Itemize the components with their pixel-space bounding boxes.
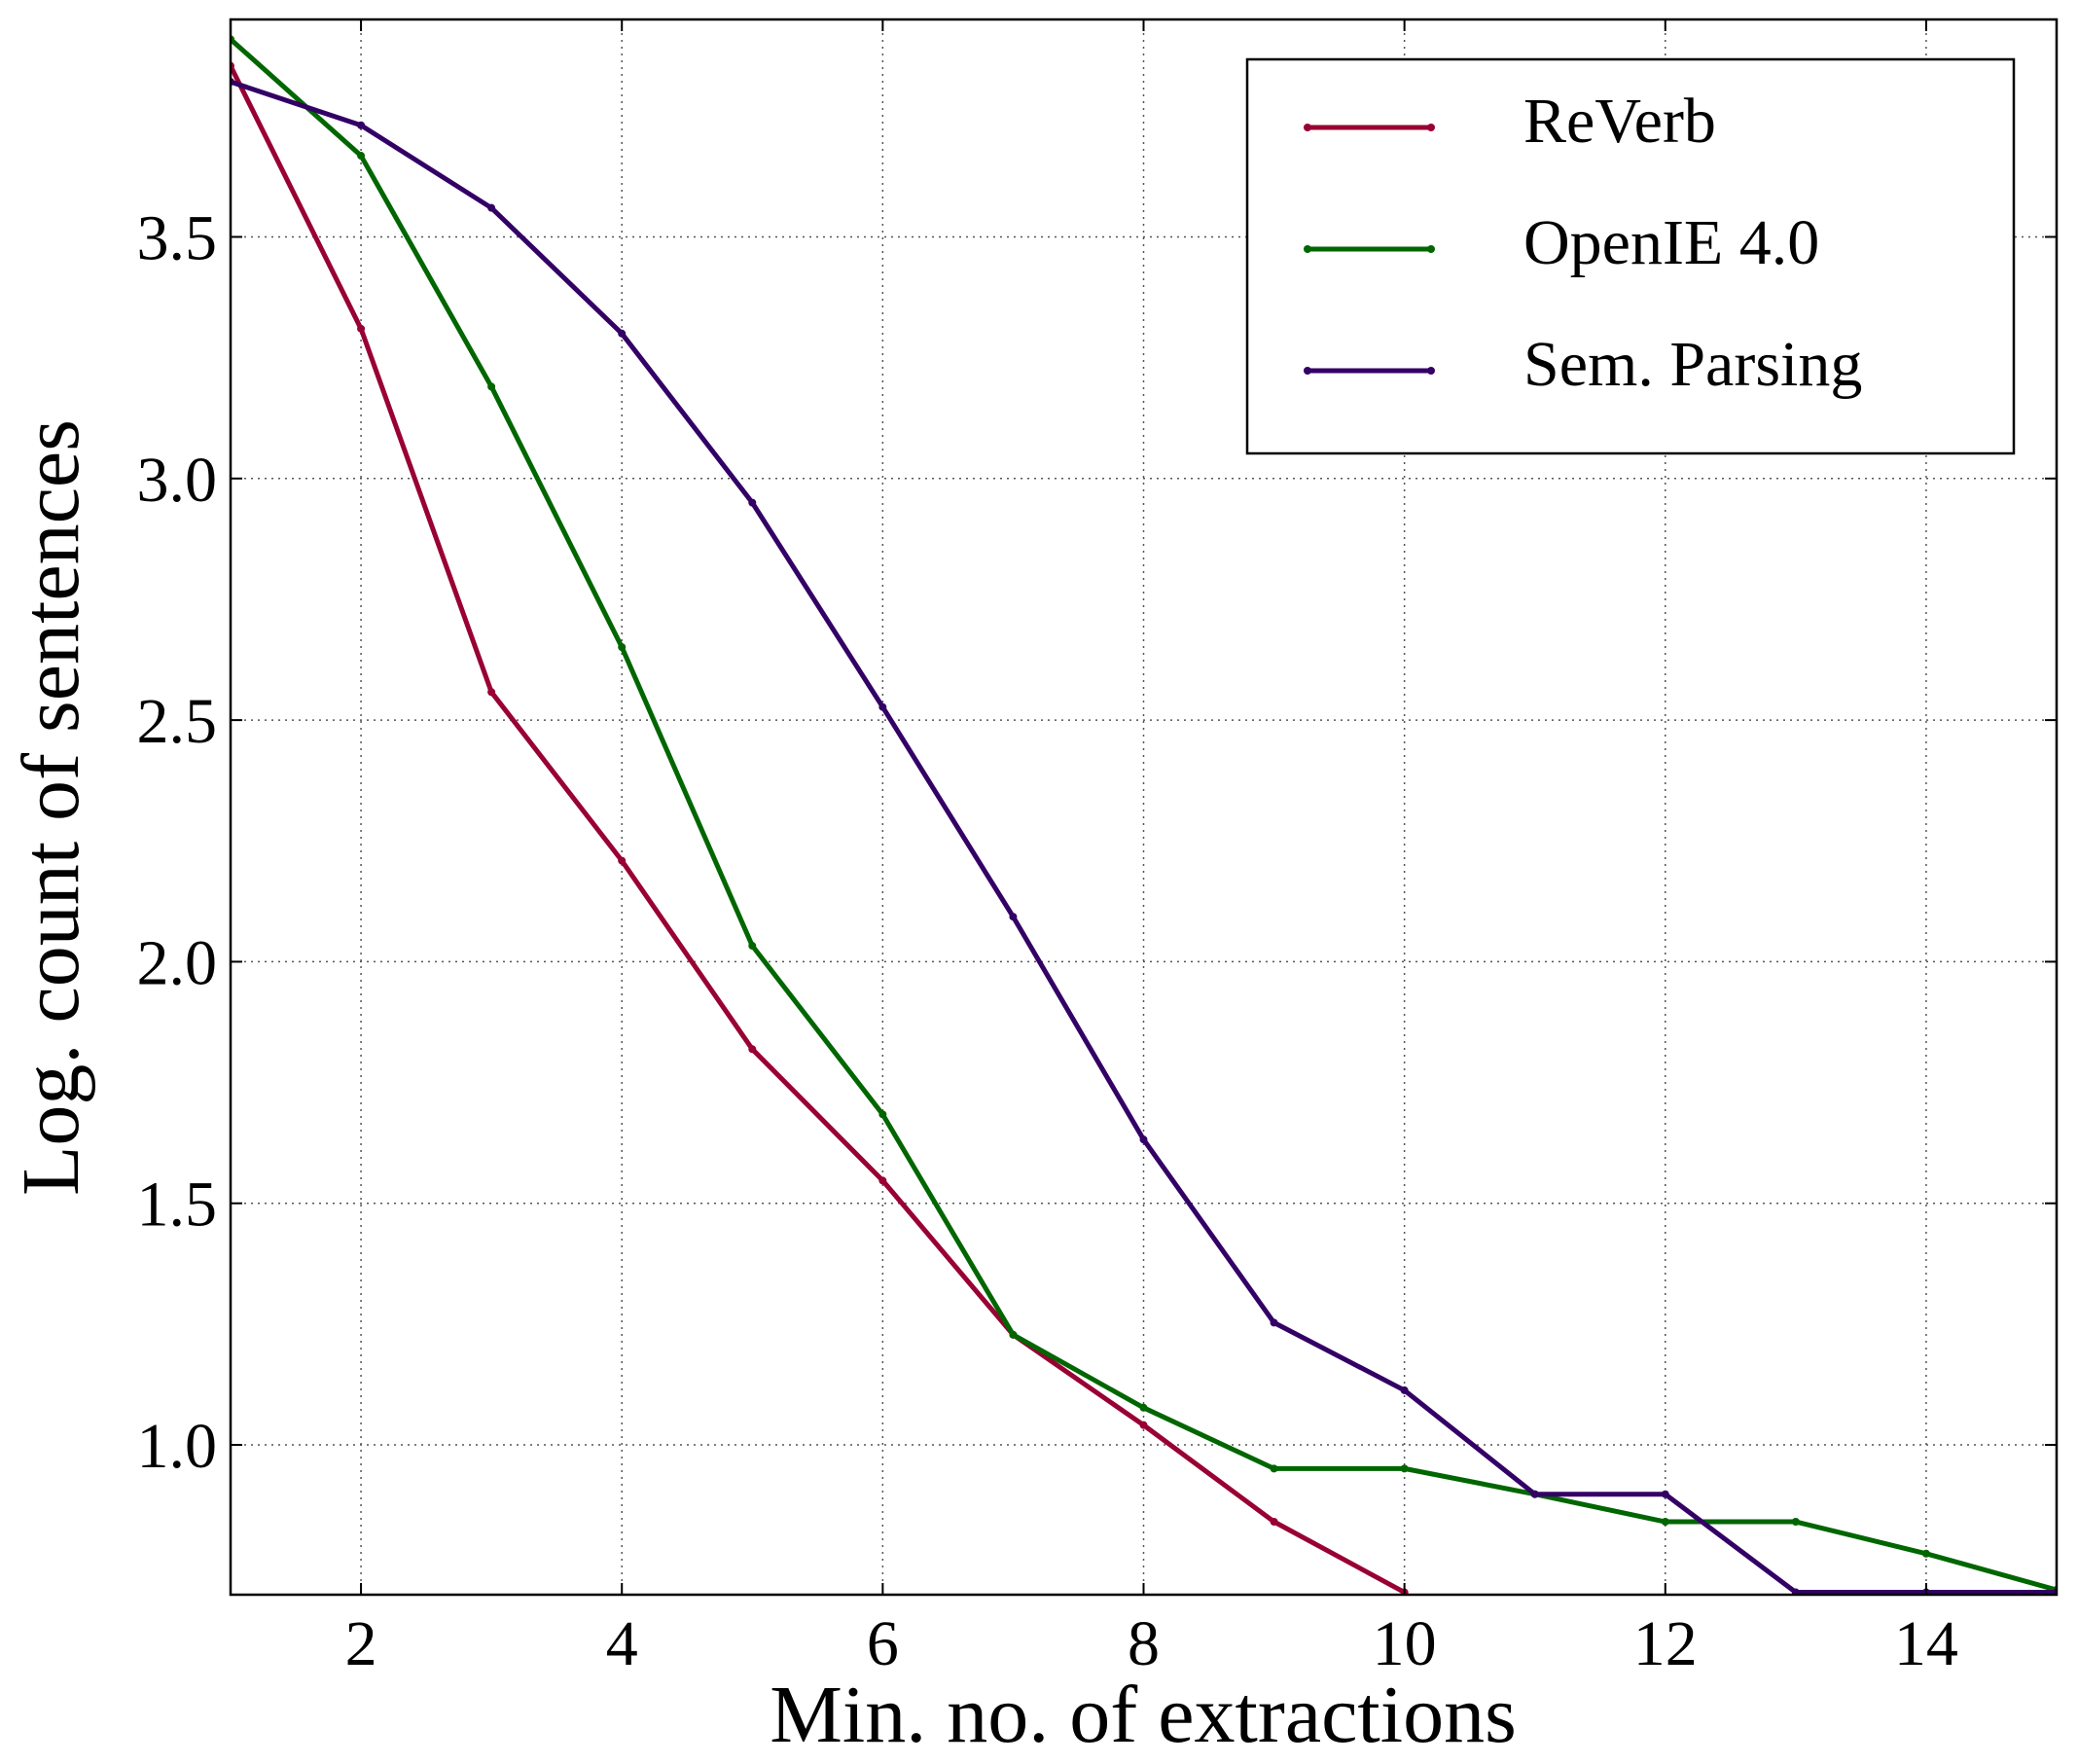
y-tick-label: 3.5 [137, 202, 218, 273]
legend-swatch-point [1427, 367, 1435, 375]
point [1400, 1464, 1409, 1473]
point [357, 324, 366, 333]
legend-label: ReVerb [1523, 86, 1716, 157]
legend-swatch-point [1304, 124, 1311, 131]
x-tick-label: 8 [1128, 1608, 1160, 1679]
x-tick-label: 4 [606, 1608, 638, 1679]
legend-label: Sem. Parsing [1523, 329, 1862, 400]
point [1921, 1549, 1930, 1558]
point [1791, 1588, 1800, 1595]
point [1530, 1490, 1539, 1498]
series-line [231, 64, 1406, 1595]
point [357, 152, 366, 161]
point [1009, 1330, 1018, 1339]
plot-area [231, 35, 2057, 1595]
point [618, 856, 627, 865]
point [1009, 913, 1018, 921]
point [878, 1176, 887, 1185]
y-tick-label: 1.5 [137, 1170, 218, 1241]
point [1400, 1386, 1409, 1394]
point [1139, 1135, 1148, 1144]
legend-swatch-point [1304, 245, 1311, 253]
point [1270, 1318, 1278, 1327]
point [487, 382, 496, 391]
legend-swatch-point [1304, 367, 1311, 375]
point [487, 203, 496, 212]
x-tick-label: 2 [345, 1608, 377, 1679]
point [618, 329, 627, 338]
legend-swatch-point [1427, 245, 1435, 253]
ticks: 1.0 1.5 2.0 2.5 3.0 3.5 2 4 6 8 10 12 14 [137, 19, 2057, 1679]
y-axis-label: Log. count of sentences [6, 419, 96, 1196]
point [748, 498, 757, 507]
point [878, 702, 887, 711]
grid [231, 19, 2057, 1595]
x-tick-label: 10 [1373, 1608, 1437, 1679]
point [357, 121, 366, 129]
y-tick-label: 1.0 [137, 1411, 218, 1482]
y-tick-label: 2.0 [137, 927, 218, 998]
point [748, 1045, 757, 1054]
y-tick-label: 2.5 [137, 686, 218, 757]
y-tick-label: 3.0 [137, 445, 218, 516]
x-axis-label: Min. no. of extractions [770, 1670, 1517, 1760]
legend-label: OpenIE 4.0 [1523, 207, 1819, 278]
point [618, 643, 627, 652]
point [1139, 1421, 1148, 1429]
point [1270, 1464, 1278, 1473]
x-tick-label: 6 [867, 1608, 899, 1679]
point [1270, 1518, 1278, 1527]
point [1661, 1518, 1669, 1527]
legend-swatch-point [1427, 124, 1435, 131]
legend: ReVerb OpenIE 4.0 Sem. Parsing [1245, 57, 2016, 455]
point [487, 688, 496, 697]
point [878, 1110, 887, 1119]
x-tick-label: 12 [1633, 1608, 1698, 1679]
point [1661, 1490, 1669, 1498]
legend-box [1245, 57, 2016, 455]
point [1791, 1518, 1800, 1527]
point [748, 942, 757, 951]
x-tick-label: 14 [1894, 1608, 1958, 1679]
point [1139, 1403, 1148, 1412]
